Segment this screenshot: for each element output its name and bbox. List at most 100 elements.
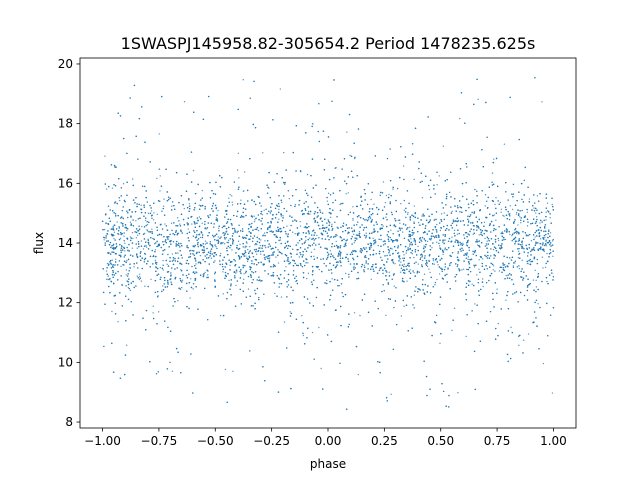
data-point — [302, 334, 305, 337]
data-point — [279, 88, 282, 90]
data-point — [245, 245, 248, 248]
data-point — [399, 222, 401, 224]
data-point — [535, 216, 538, 218]
data-point — [436, 223, 438, 226]
data-point — [526, 211, 529, 213]
data-point — [426, 265, 429, 268]
data-point — [129, 221, 132, 223]
data-point — [306, 277, 308, 280]
data-point — [125, 269, 128, 271]
data-point — [339, 203, 341, 206]
data-point — [372, 231, 374, 233]
data-point — [301, 315, 303, 317]
data-point — [492, 265, 495, 267]
data-point — [156, 213, 158, 216]
data-point — [532, 279, 535, 281]
data-point — [436, 241, 438, 243]
data-point — [190, 278, 192, 280]
data-point — [145, 246, 148, 248]
data-point — [152, 312, 154, 314]
data-point — [503, 215, 505, 217]
data-point — [459, 244, 462, 246]
data-point — [413, 271, 415, 274]
data-point — [347, 233, 349, 235]
data-point — [411, 253, 414, 255]
data-point — [140, 280, 143, 282]
data-point — [492, 248, 495, 251]
data-point — [517, 257, 520, 259]
data-point — [263, 232, 266, 234]
data-point — [515, 213, 518, 215]
data-point — [347, 192, 349, 194]
data-point — [231, 249, 233, 251]
data-point — [224, 368, 227, 371]
data-point — [279, 239, 282, 241]
data-point — [335, 235, 337, 238]
data-point — [219, 252, 222, 255]
data-point — [365, 218, 368, 221]
data-point — [482, 258, 484, 260]
data-point — [106, 262, 109, 265]
data-point — [129, 289, 132, 292]
data-point — [385, 194, 388, 197]
data-point — [153, 212, 155, 214]
data-point — [514, 262, 516, 264]
data-point — [198, 216, 201, 218]
data-point — [318, 268, 320, 271]
data-point — [277, 262, 280, 264]
data-point — [126, 229, 128, 232]
data-point — [311, 331, 314, 334]
data-point — [171, 205, 173, 207]
data-point — [125, 274, 127, 276]
data-point — [440, 213, 443, 215]
data-point — [275, 256, 277, 258]
data-point — [158, 133, 160, 135]
data-point — [198, 204, 200, 206]
data-points — [101, 77, 555, 410]
data-point — [164, 223, 166, 225]
data-point — [501, 231, 504, 233]
data-point — [421, 259, 424, 262]
data-point — [358, 231, 361, 233]
data-point — [115, 258, 117, 261]
data-point — [202, 274, 204, 276]
data-point — [478, 259, 480, 261]
data-point — [280, 296, 283, 298]
data-point — [545, 211, 547, 214]
data-point — [484, 205, 486, 207]
data-point — [484, 237, 486, 240]
data-point — [520, 222, 522, 224]
data-point — [262, 152, 264, 154]
data-point — [248, 251, 251, 253]
data-point — [467, 256, 470, 258]
data-point — [203, 247, 205, 249]
data-point — [476, 274, 478, 276]
data-point — [123, 235, 125, 237]
data-point — [140, 240, 143, 242]
data-point — [263, 209, 265, 211]
data-point — [236, 271, 238, 273]
data-point — [154, 259, 157, 262]
data-point — [187, 228, 190, 230]
data-point — [505, 299, 507, 301]
data-point — [461, 269, 463, 271]
data-point — [205, 228, 208, 230]
data-point — [177, 252, 179, 254]
data-point — [530, 240, 533, 242]
data-point — [477, 98, 479, 101]
data-point — [542, 362, 545, 365]
data-point — [136, 247, 138, 249]
data-point — [352, 206, 354, 208]
data-point — [444, 249, 446, 251]
data-point — [406, 280, 408, 282]
data-point — [390, 229, 392, 231]
data-point — [473, 266, 476, 268]
data-point — [405, 252, 407, 254]
data-point — [272, 247, 275, 250]
data-point — [485, 244, 488, 246]
data-point — [428, 268, 430, 270]
data-point — [140, 204, 142, 206]
data-point — [103, 228, 106, 231]
data-point — [147, 238, 149, 240]
data-point — [500, 211, 502, 213]
